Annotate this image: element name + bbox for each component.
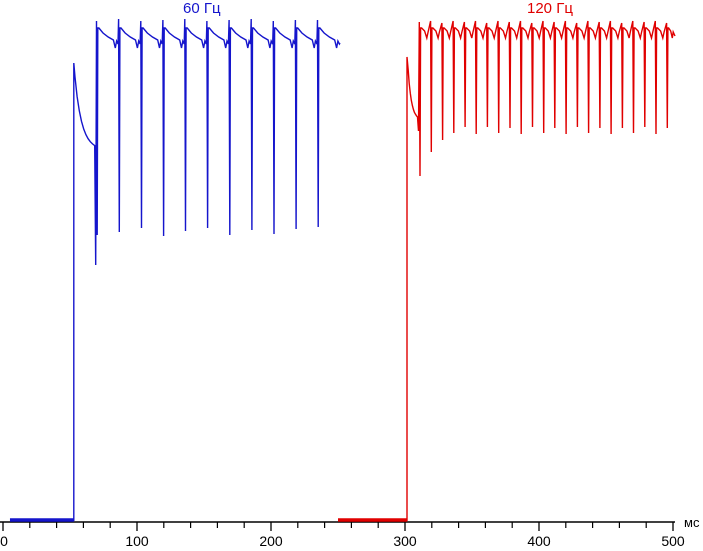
- x-tick-label: 200: [259, 533, 283, 549]
- series-trace-120hz: [338, 20, 676, 522]
- x-axis-unit-label: мс: [684, 515, 700, 530]
- x-tick-label: 500: [661, 533, 685, 549]
- series-trace-60hz: [9, 18, 341, 522]
- x-axis-tick-labels: 0 100 200 300 400 500 мс: [0, 515, 700, 549]
- x-tick-label: 300: [393, 533, 417, 549]
- series-title-120hz: 120 Гц: [527, 0, 573, 17]
- series-title-60hz: 60 Гц: [183, 0, 221, 17]
- x-axis-ticks: [2, 522, 674, 531]
- x-tick-label: 400: [527, 533, 551, 549]
- x-tick-label: 0: [0, 533, 8, 549]
- x-tick-label: 100: [125, 533, 149, 549]
